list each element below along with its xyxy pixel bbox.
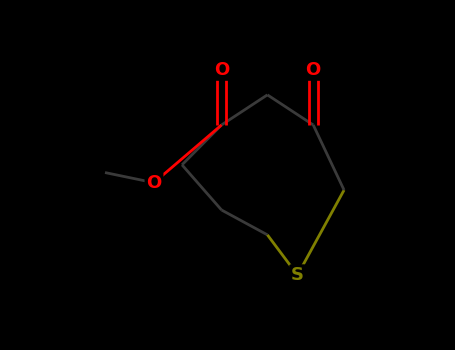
Text: O: O — [214, 61, 229, 79]
Text: O: O — [306, 61, 321, 79]
Text: O: O — [147, 174, 162, 192]
Text: S: S — [291, 266, 304, 284]
